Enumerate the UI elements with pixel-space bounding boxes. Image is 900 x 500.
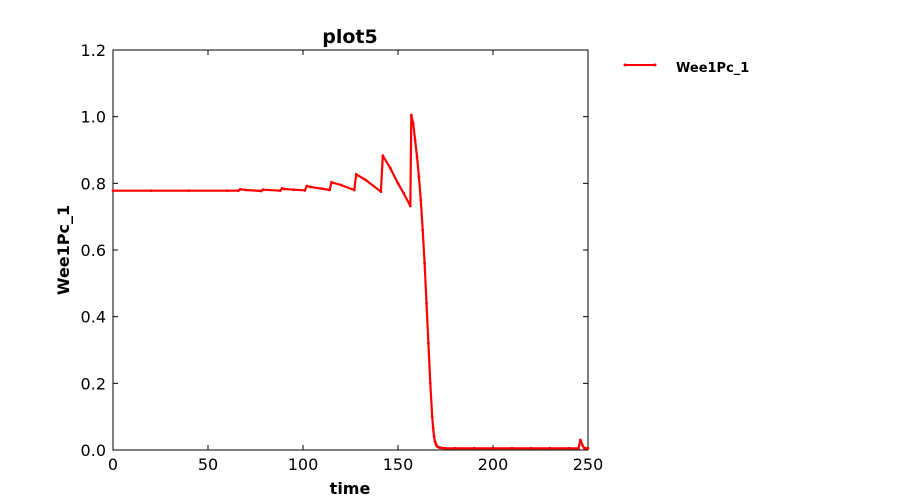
data-point <box>423 261 426 265</box>
data-point <box>309 185 312 189</box>
data-point <box>421 228 425 232</box>
data-point <box>225 189 229 193</box>
x-axis: 0 50 100 150 200 250 <box>108 50 603 474</box>
data-point <box>432 435 436 439</box>
x-tick-label: 250 <box>573 455 604 474</box>
y-axis-title: Wee1Pc_1 <box>54 205 73 295</box>
data-point <box>580 443 584 447</box>
data-point <box>305 184 309 188</box>
data-point <box>567 446 571 450</box>
y-tick-label: 0.8 <box>81 174 106 193</box>
x-axis-title: time <box>330 479 371 498</box>
data-point <box>427 341 430 345</box>
data-point <box>187 189 191 193</box>
series-layer <box>111 113 590 450</box>
data-point <box>453 446 457 450</box>
data-point <box>433 440 437 444</box>
data-point <box>402 191 406 195</box>
data-point <box>330 180 333 184</box>
data-point <box>328 188 331 192</box>
x-tick-label: 150 <box>383 455 414 474</box>
data-point <box>364 178 368 182</box>
legend-marker <box>653 63 657 67</box>
legend-marker <box>623 63 627 67</box>
data-point <box>417 175 421 179</box>
data-point <box>491 446 495 450</box>
legend-label: Wee1Pc_1 <box>676 61 749 76</box>
y-tick-label: 1.2 <box>81 41 106 60</box>
data-point <box>292 188 295 192</box>
data-point <box>111 189 115 193</box>
data-point <box>444 446 447 450</box>
data-point <box>431 426 435 430</box>
data-point <box>261 188 265 192</box>
data-point <box>425 301 428 305</box>
data-point <box>409 113 413 117</box>
x-tick-label: 50 <box>198 455 218 474</box>
data-point <box>413 138 417 142</box>
y-tick-label: 0.2 <box>81 374 106 393</box>
x-tick-label: 100 <box>288 455 319 474</box>
data-point <box>411 121 415 125</box>
data-point <box>389 166 392 170</box>
data-point <box>548 446 552 450</box>
x-tick-label: 0 <box>108 455 118 474</box>
y-tick-label: 0.0 <box>81 441 106 460</box>
data-point <box>339 183 343 187</box>
y-axis: 0.0 0.2 0.4 0.6 0.8 1.0 1.2 <box>81 41 588 460</box>
data-point <box>379 190 383 194</box>
data-point <box>278 189 282 193</box>
data-point <box>419 198 423 202</box>
x-tick-label: 200 <box>478 455 509 474</box>
data-point <box>579 438 582 442</box>
data-point <box>415 155 419 159</box>
data-point <box>408 204 412 208</box>
data-point <box>428 381 432 385</box>
data-point <box>238 187 242 191</box>
data-point <box>510 446 514 450</box>
y-tick-label: 1.0 <box>81 108 106 127</box>
data-point <box>472 446 476 450</box>
y-tick-label: 0.6 <box>81 241 106 260</box>
data-point <box>282 187 286 191</box>
data-point <box>352 188 356 192</box>
data-point <box>586 446 590 450</box>
chart-title: plot5 <box>322 26 377 48</box>
data-point <box>577 446 580 450</box>
data-point <box>396 181 400 185</box>
data-point <box>303 188 307 192</box>
data-point <box>381 154 385 158</box>
data-point <box>529 446 533 450</box>
plot-area <box>112 49 589 451</box>
y-tick-label: 0.4 <box>81 308 106 327</box>
data-point <box>440 446 444 450</box>
legend: Wee1Pc_1 <box>623 61 749 76</box>
data-point <box>244 188 248 192</box>
data-point <box>430 415 434 419</box>
data-point <box>149 189 153 193</box>
data-point <box>320 187 324 191</box>
data-point <box>354 172 358 176</box>
